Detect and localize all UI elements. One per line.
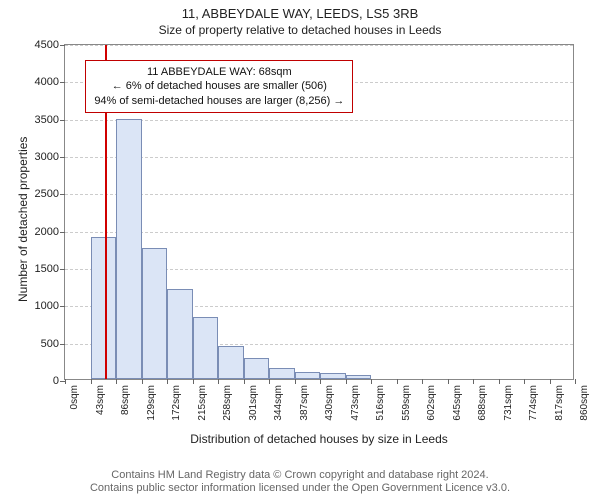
y-tick — [60, 82, 65, 83]
x-axis-title: Distribution of detached houses by size … — [64, 432, 574, 446]
y-tick-label: 500 — [41, 338, 59, 350]
x-tick — [524, 379, 525, 384]
y-tick-label: 2500 — [35, 188, 59, 200]
x-tick — [167, 379, 168, 384]
x-tick-label: 301sqm — [248, 385, 259, 421]
y-tick-label: 2000 — [35, 226, 59, 238]
x-tick — [397, 379, 398, 384]
x-tick — [218, 379, 219, 384]
footer-line-2: Contains public sector information licen… — [0, 482, 600, 496]
x-tick — [295, 379, 296, 384]
x-tick-label: 172sqm — [171, 385, 182, 421]
x-tick-label: 559sqm — [401, 385, 412, 421]
gridline — [65, 45, 573, 46]
x-tick-label: 430sqm — [324, 385, 335, 421]
x-tick-label: 258sqm — [222, 385, 233, 421]
x-tick — [422, 379, 423, 384]
y-tick — [60, 344, 65, 345]
x-tick-label: 731sqm — [503, 385, 514, 421]
histogram-bar — [193, 317, 219, 379]
x-tick — [448, 379, 449, 384]
y-tick — [60, 232, 65, 233]
y-tick-label: 1500 — [35, 263, 59, 275]
x-tick-label: 215sqm — [197, 385, 208, 421]
y-tick-label: 3000 — [35, 151, 59, 163]
histogram-bar — [244, 358, 270, 379]
x-tick — [346, 379, 347, 384]
chart-title: 11, ABBEYDALE WAY, LEEDS, LS5 3RB — [0, 0, 600, 21]
x-tick-label: 387sqm — [299, 385, 310, 421]
x-tick — [193, 379, 194, 384]
y-axis-title: Number of detached properties — [16, 137, 30, 302]
x-tick-label: 688sqm — [477, 385, 488, 421]
histogram-bar — [91, 237, 117, 379]
x-tick — [550, 379, 551, 384]
callout-line-3: 94% of semi-detached houses are larger (… — [94, 94, 344, 108]
chart-container: 11, ABBEYDALE WAY, LEEDS, LS5 3RB Size o… — [0, 0, 600, 500]
x-tick — [499, 379, 500, 384]
y-tick — [60, 269, 65, 270]
footer-line-1: Contains HM Land Registry data © Crown c… — [0, 469, 600, 483]
x-tick-label: 43sqm — [95, 385, 106, 415]
y-tick — [60, 120, 65, 121]
x-tick — [269, 379, 270, 384]
histogram-bar — [269, 368, 295, 379]
histogram-bar — [346, 375, 372, 379]
callout-box: 11 ABBEYDALE WAY: 68sqm ← 6% of detached… — [85, 60, 353, 113]
y-tick-label: 4000 — [35, 76, 59, 88]
chart-subtitle: Size of property relative to detached ho… — [0, 21, 600, 41]
x-tick-label: 473sqm — [350, 385, 361, 421]
plot-area: 0500100015002000250030003500400045000sqm… — [64, 44, 574, 380]
y-tick — [60, 194, 65, 195]
histogram-bar — [142, 248, 168, 379]
x-tick — [244, 379, 245, 384]
x-tick-label: 86sqm — [120, 385, 131, 415]
histogram-bar — [116, 119, 142, 379]
x-tick — [575, 379, 576, 384]
x-tick-label: 0sqm — [69, 385, 80, 409]
histogram-bar — [218, 346, 244, 379]
y-tick — [60, 157, 65, 158]
y-tick-label: 1000 — [35, 300, 59, 312]
histogram-bar — [167, 289, 193, 379]
y-tick — [60, 45, 65, 46]
x-tick-label: 516sqm — [375, 385, 386, 421]
x-tick — [320, 379, 321, 384]
y-tick-label: 3500 — [35, 114, 59, 126]
chart-footer: Contains HM Land Registry data © Crown c… — [0, 469, 600, 497]
y-tick — [60, 306, 65, 307]
x-tick — [65, 379, 66, 384]
x-tick — [142, 379, 143, 384]
y-tick-label: 0 — [53, 375, 59, 387]
callout-line-1: 11 ABBEYDALE WAY: 68sqm — [94, 65, 344, 79]
x-tick — [371, 379, 372, 384]
x-tick — [473, 379, 474, 384]
x-tick-label: 344sqm — [273, 385, 284, 421]
x-tick-label: 860sqm — [579, 385, 590, 421]
x-tick-label: 774sqm — [528, 385, 539, 421]
histogram-bar — [295, 372, 321, 379]
x-tick-label: 817sqm — [554, 385, 565, 421]
y-tick-label: 4500 — [35, 39, 59, 51]
x-tick — [91, 379, 92, 384]
x-tick-label: 129sqm — [146, 385, 157, 421]
x-tick-label: 602sqm — [426, 385, 437, 421]
callout-line-2: ← 6% of detached houses are smaller (506… — [94, 79, 344, 93]
x-tick — [116, 379, 117, 384]
histogram-bar — [320, 373, 346, 379]
x-tick-label: 645sqm — [452, 385, 463, 421]
